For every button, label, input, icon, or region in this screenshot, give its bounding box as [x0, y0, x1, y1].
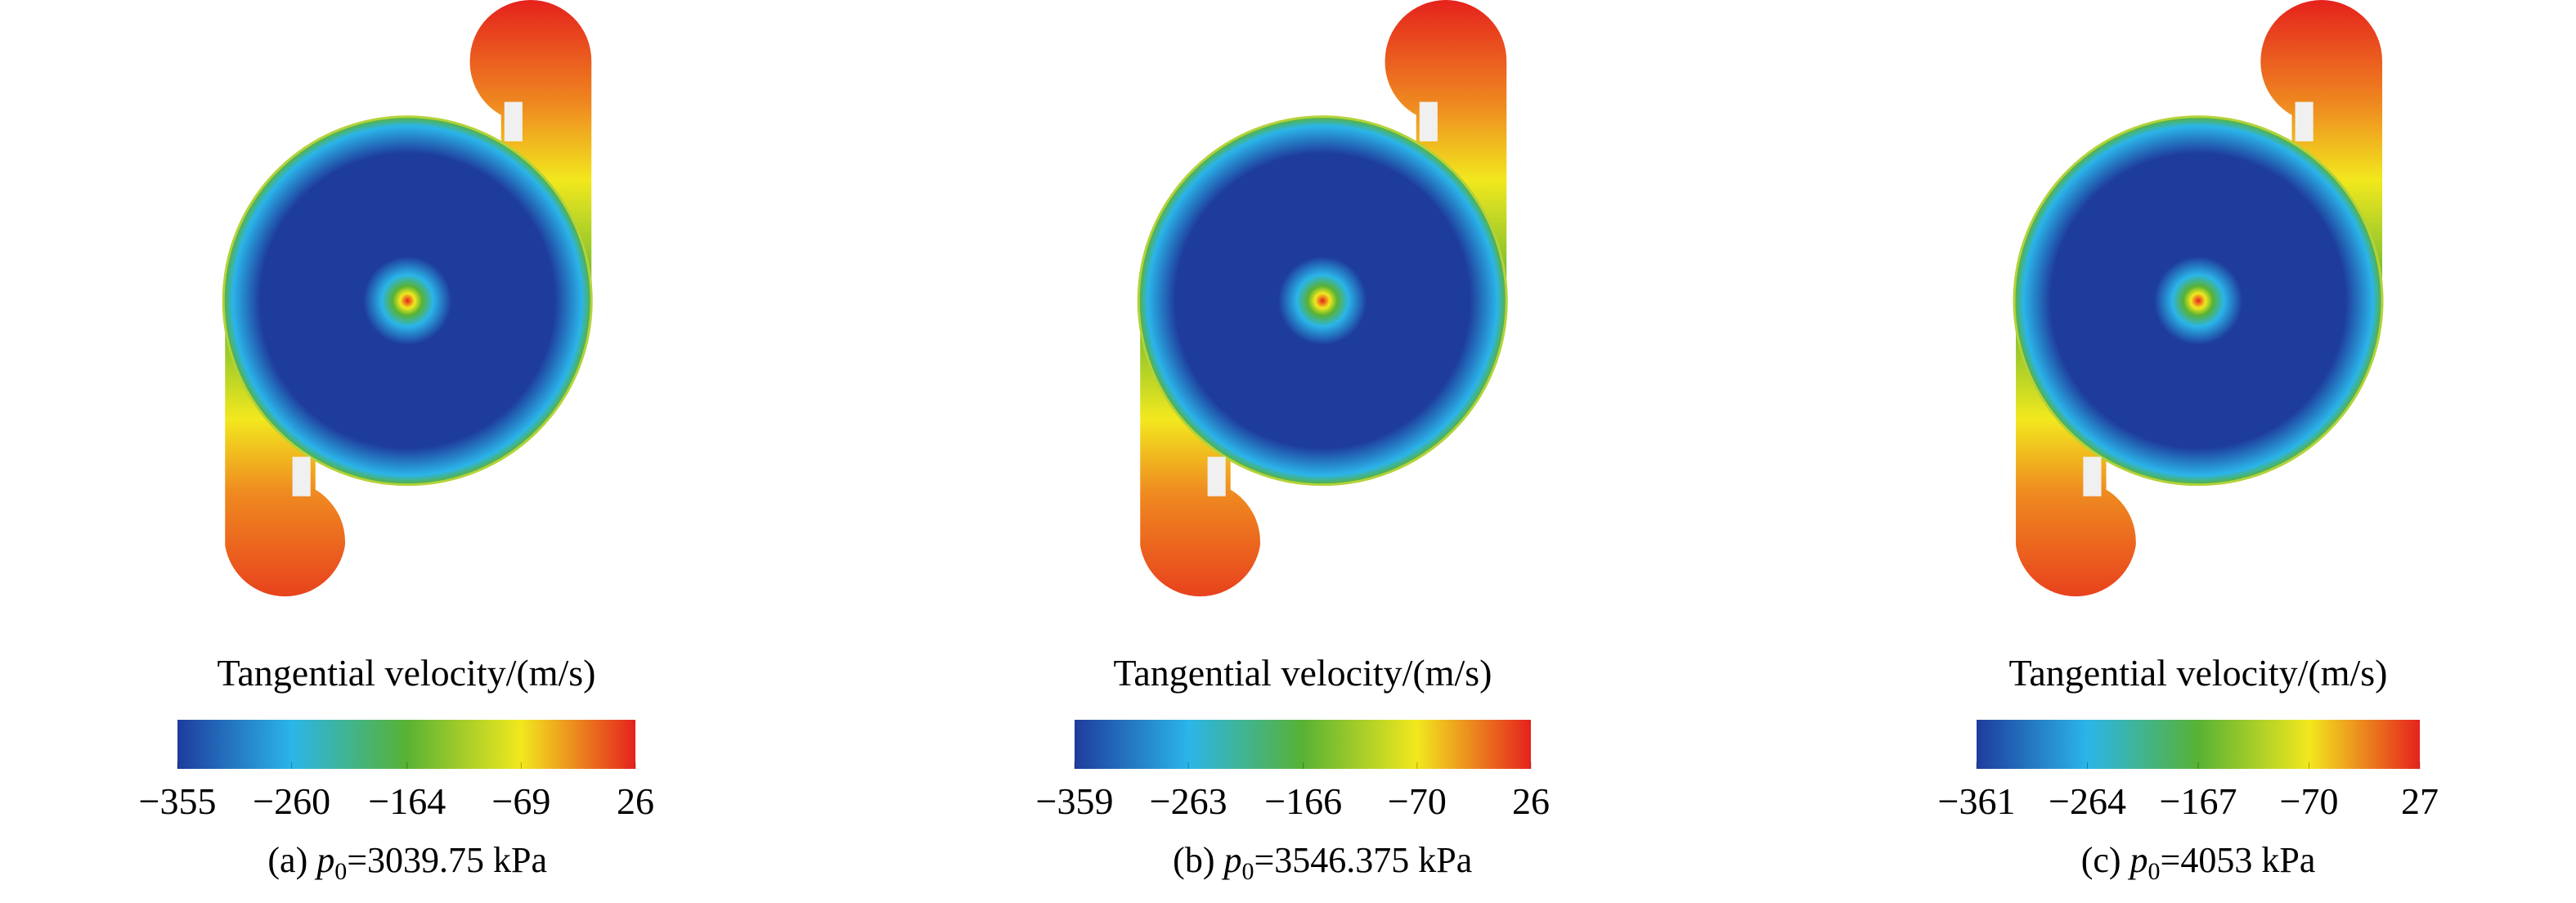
- chamber: [222, 115, 593, 487]
- flow-domain: [222, 0, 593, 597]
- colorbar-label: Tangential velocity/(m/s): [1113, 652, 1492, 694]
- caption-text: =3039.75 kPa: [347, 840, 547, 880]
- colorbar-label: Tangential velocity/(m/s): [2008, 652, 2387, 694]
- colorbar-tick-label: −260: [253, 780, 330, 822]
- colorbar-tick-label: −355: [139, 780, 217, 822]
- notch: [2083, 456, 2102, 496]
- colorbar-tick-label: −164: [368, 780, 446, 822]
- chamber: [1137, 115, 1508, 487]
- flow-domain: [1137, 0, 1508, 597]
- caption-label: (b): [1173, 840, 1214, 880]
- notch: [2295, 101, 2313, 142]
- caption-text: =4053 kPa: [2161, 840, 2316, 880]
- colorbar-tick-label: −166: [1264, 780, 1342, 822]
- colorbar-tick-label: −359: [1036, 780, 1114, 822]
- caption: (a) p0=3039.75 kPa: [267, 840, 547, 885]
- colorbar-tick-label: −70: [1388, 780, 1447, 822]
- caption-subscript: 0: [2148, 858, 2161, 885]
- caption-symbol: p: [314, 840, 334, 880]
- colorbar-tick-label: 26: [1512, 780, 1550, 822]
- notch: [1419, 101, 1438, 142]
- colorbar-tick-label: −70: [2280, 780, 2339, 822]
- colorbar-tick-label: 27: [2401, 780, 2439, 822]
- caption-text: =3546.375 kPa: [1254, 840, 1472, 880]
- colorbar-tick-label: −69: [491, 780, 550, 822]
- caption: (c) p0=4053 kPa: [2081, 840, 2316, 885]
- notch: [1207, 456, 1226, 496]
- caption-label: (c): [2081, 840, 2121, 880]
- caption-symbol: p: [1221, 840, 1241, 880]
- caption-label: (a): [267, 840, 307, 880]
- colorbar: [1075, 720, 1531, 769]
- colorbar-tick-label: −167: [2160, 780, 2237, 822]
- colorbar-tick-label: −264: [2049, 780, 2126, 822]
- colorbar-tick-label: −361: [1938, 780, 2016, 822]
- colorbar: [177, 720, 635, 769]
- caption-subscript: 0: [1241, 858, 1254, 885]
- caption-symbol: p: [2128, 840, 2148, 880]
- chamber: [2013, 115, 2384, 487]
- caption-subscript: 0: [334, 858, 347, 885]
- flow-domain: [2013, 0, 2384, 597]
- colorbar-label: Tangential velocity/(m/s): [217, 652, 595, 694]
- colorbar: [1977, 720, 2420, 769]
- caption: (b) p0=3546.375 kPa: [1173, 840, 1472, 885]
- colorbar-tick-label: −263: [1150, 780, 1227, 822]
- notch: [292, 456, 311, 496]
- notch: [504, 101, 523, 142]
- colorbar-tick-label: 26: [617, 780, 654, 822]
